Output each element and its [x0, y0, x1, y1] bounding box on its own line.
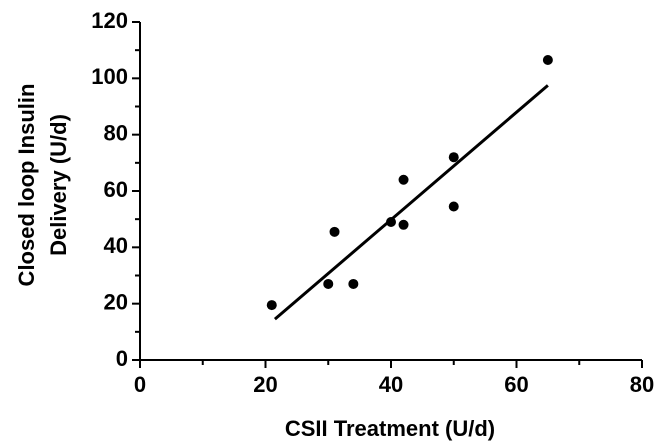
y-tick-label: 0	[116, 346, 128, 371]
y-tick-label: 80	[104, 120, 128, 145]
y-tick-label: 120	[91, 8, 128, 33]
y-tick-label: 40	[104, 233, 128, 258]
x-tick-label: 40	[379, 372, 403, 397]
y-axis-label: Delivery (U/d)	[46, 114, 71, 256]
y-tick-label: 100	[91, 64, 128, 89]
x-tick-label: 20	[253, 372, 277, 397]
x-tick-label: 0	[134, 372, 146, 397]
data-point	[398, 219, 409, 230]
data-point	[398, 174, 409, 185]
data-point	[542, 55, 553, 66]
x-axis-label: CSII Treatment (U/d)	[285, 416, 495, 441]
data-point	[348, 278, 359, 289]
data-point	[448, 152, 459, 163]
data-point	[448, 201, 459, 212]
y-axis-label: Closed loop Insulin	[14, 84, 39, 287]
trend-line	[273, 84, 549, 321]
data-point	[329, 226, 340, 237]
x-tick-label: 60	[504, 372, 528, 397]
y-tick-label: 20	[104, 289, 128, 314]
data-point	[323, 278, 334, 289]
y-tick-label: 60	[104, 177, 128, 202]
data-point	[266, 300, 277, 311]
x-tick-label: 80	[630, 372, 654, 397]
data-point	[386, 216, 396, 227]
